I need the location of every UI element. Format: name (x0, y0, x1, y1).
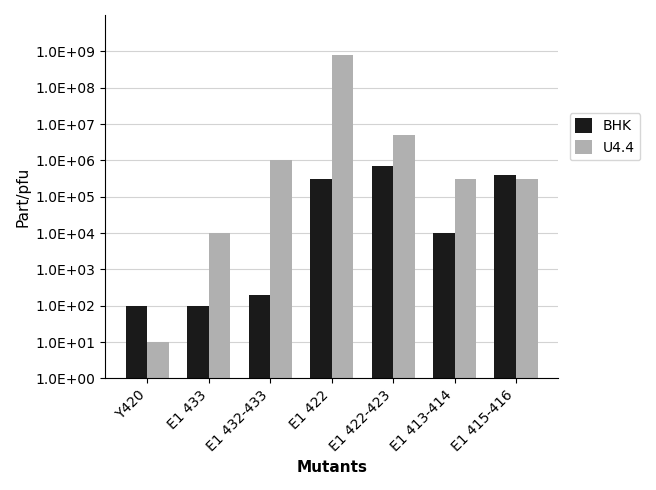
Bar (209, 233, 230, 490)
Bar (516, 179, 537, 490)
Bar (433, 233, 455, 490)
Bar (310, 179, 332, 490)
Bar (188, 306, 209, 490)
Bar (249, 295, 270, 490)
Bar (393, 135, 415, 490)
Legend: BHK, U4.4: BHK, U4.4 (569, 113, 640, 160)
Bar (371, 166, 393, 490)
Y-axis label: Part/pfu: Part/pfu (15, 167, 30, 227)
Bar (495, 175, 516, 490)
Bar (332, 55, 353, 490)
Bar (126, 306, 148, 490)
Bar (148, 342, 169, 490)
X-axis label: Mutants: Mutants (296, 460, 367, 475)
Bar (270, 160, 292, 490)
Bar (455, 179, 476, 490)
